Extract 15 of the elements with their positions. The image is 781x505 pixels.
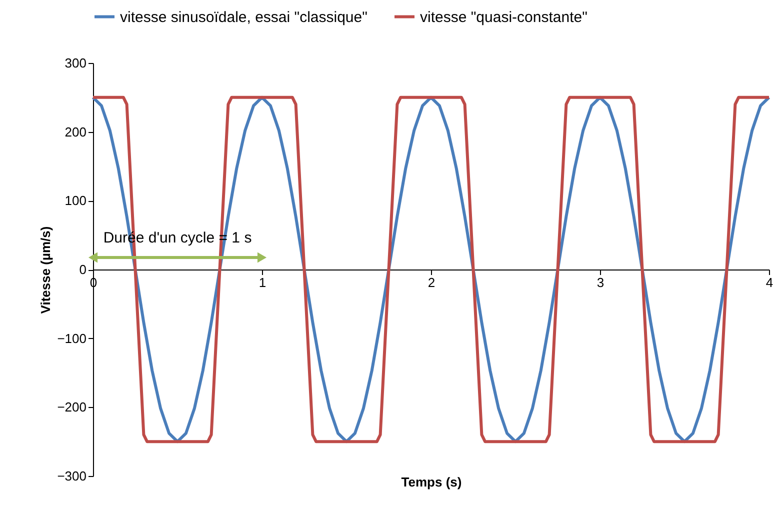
y-axis-title: Vitesse (µm/s) xyxy=(38,226,54,314)
y-tick-label: 300 xyxy=(64,56,86,70)
x-tick-label: 3 xyxy=(596,275,604,290)
legend-label: vitesse sinusoïdale, essai "classique" xyxy=(120,8,368,26)
legend-label: vitesse "quasi-constante" xyxy=(420,8,588,26)
y-tick-label: 100 xyxy=(64,193,86,208)
y-tick-label: −200 xyxy=(57,400,86,415)
x-tick-label: 4 xyxy=(766,275,774,290)
y-tick-label: −100 xyxy=(57,330,86,346)
x-tick-label: 2 xyxy=(428,275,436,290)
x-tick-label: 1 xyxy=(258,275,266,290)
y-tick-label: 0 xyxy=(79,262,86,277)
x-axis-title: Temps (s) xyxy=(401,474,462,490)
y-tick-label: 200 xyxy=(64,124,86,140)
y-tick-label: −300 xyxy=(57,468,86,484)
